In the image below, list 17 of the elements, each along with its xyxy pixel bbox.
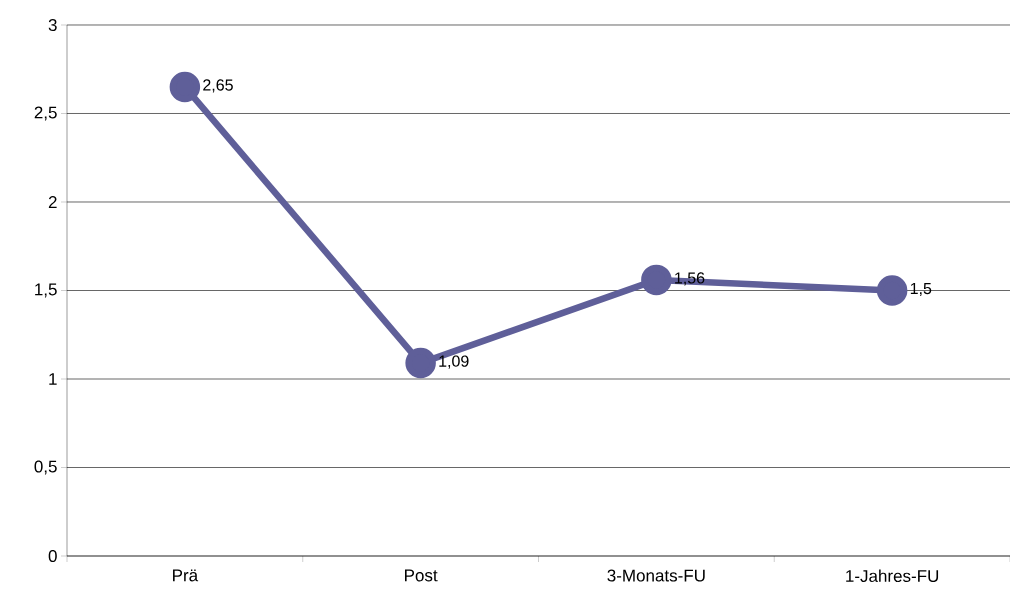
y-tick-label: 1,5 <box>35 283 57 298</box>
point <box>641 264 672 296</box>
data-label: 2,65 <box>203 79 233 93</box>
point <box>405 347 436 379</box>
x-tick-label: Prä <box>173 569 199 582</box>
y-tick-label: 0 <box>48 549 57 563</box>
x-tick-label: Post <box>405 569 438 582</box>
y-tick-label: 2 <box>48 196 57 208</box>
y-tick-label: 2,5 <box>34 106 57 121</box>
y-tick-label: 3 <box>48 18 57 32</box>
x-tick-label: 1-Jahres-FU <box>846 569 939 583</box>
point <box>876 275 908 306</box>
point <box>169 71 201 103</box>
y-tick-label: 1 <box>49 373 57 385</box>
y-tick-label: 0,5 <box>34 460 57 475</box>
x-tick-label: 3-Monats-FU <box>607 569 705 582</box>
data-label: 1,09 <box>439 355 469 369</box>
